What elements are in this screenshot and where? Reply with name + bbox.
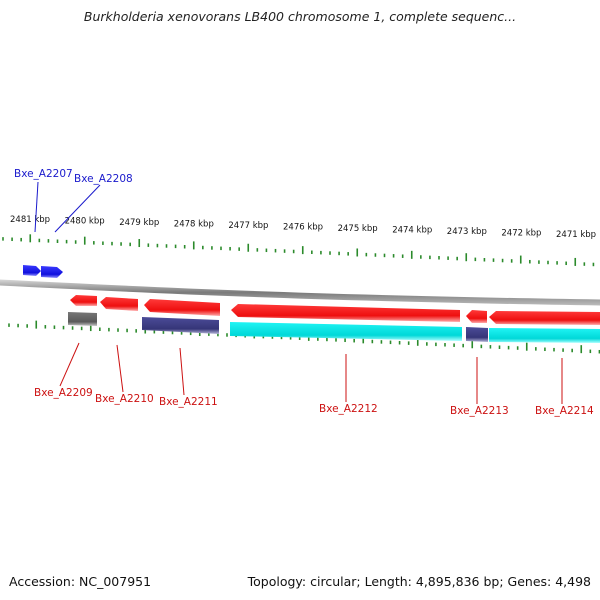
gene-label-bxe-a2209[interactable]: Bxe_A2209 xyxy=(34,387,93,399)
accession-text: Accession: NC_007951 xyxy=(9,574,152,589)
scale-label: 2471 kbp xyxy=(556,230,596,240)
scale-ticks-top xyxy=(2,234,595,267)
scale-label: 2474 kbp xyxy=(392,226,432,236)
gene-label-bxe-a2212[interactable]: Bxe_A2212 xyxy=(319,403,378,415)
scale-label: 2481 kbp xyxy=(10,215,50,225)
chromosome-backbone xyxy=(0,279,600,306)
scale-label: 2475 kbp xyxy=(338,224,378,234)
gene-bxe-a2209-feature[interactable] xyxy=(70,295,97,306)
scale-label: 2473 kbp xyxy=(447,227,487,237)
leader-line-bxe-a2209 xyxy=(59,342,80,387)
scale-labels: 2481 kbp 2480 kbp 2479 kbp 2478 kbp 2477 kbp… xyxy=(10,215,596,240)
topology-text: Topology: circular; Length: 4,895,836 bp… xyxy=(247,574,591,589)
gene-bxe-a2212-feature[interactable] xyxy=(231,304,460,322)
leader-line-bxe-a2208 xyxy=(54,184,101,233)
cds-bar-bxe-a2213[interactable] xyxy=(466,327,488,342)
gene-label-bxe-a2211[interactable]: Bxe_A2211 xyxy=(159,396,218,408)
gene-label-bxe-a2208[interactable]: Bxe_A2208 xyxy=(74,173,133,185)
scale-label: 2477 kbp xyxy=(228,221,268,231)
gene-label-bxe-a2207[interactable]: Bxe_A2207 xyxy=(14,168,73,180)
gene-label-bxe-a2214[interactable]: Bxe_A2214 xyxy=(535,405,594,417)
cds-bar-bxe-a2211[interactable] xyxy=(142,317,219,334)
gene-label-bxe-a2213[interactable]: Bxe_A2213 xyxy=(450,405,509,417)
scale-label: 2478 kbp xyxy=(174,220,214,230)
gene-bxe-a2207-feature[interactable] xyxy=(23,265,41,276)
gene-bxe-a2211-feature[interactable] xyxy=(144,299,220,316)
map-title: Burkholderia xenovorans LB400 chromosome… xyxy=(83,9,517,24)
scale-label: 2479 kbp xyxy=(119,218,159,228)
scale-label: 2476 kbp xyxy=(283,223,323,233)
cds-bar-bxe-a2214[interactable] xyxy=(489,328,600,343)
cds-bar-bxe-a2209[interactable] xyxy=(68,312,97,326)
leader-line-bxe-a2207 xyxy=(34,181,39,233)
gene-bxe-a2213-feature[interactable] xyxy=(466,310,487,323)
leader-line-bxe-a2210 xyxy=(116,344,124,393)
leader-line-bxe-a2211 xyxy=(179,347,185,396)
gene-bxe-a2210-feature[interactable] xyxy=(100,297,138,311)
cds-bar-bxe-a2212[interactable] xyxy=(230,322,462,341)
gene-bxe-a2214-feature[interactable] xyxy=(489,311,600,325)
scale-label: 2480 kbp xyxy=(65,217,105,227)
scale-label: 2472 kbp xyxy=(501,229,541,239)
gene-label-bxe-a2210[interactable]: Bxe_A2210 xyxy=(95,393,154,405)
gene-bxe-a2208-feature[interactable] xyxy=(41,266,63,278)
